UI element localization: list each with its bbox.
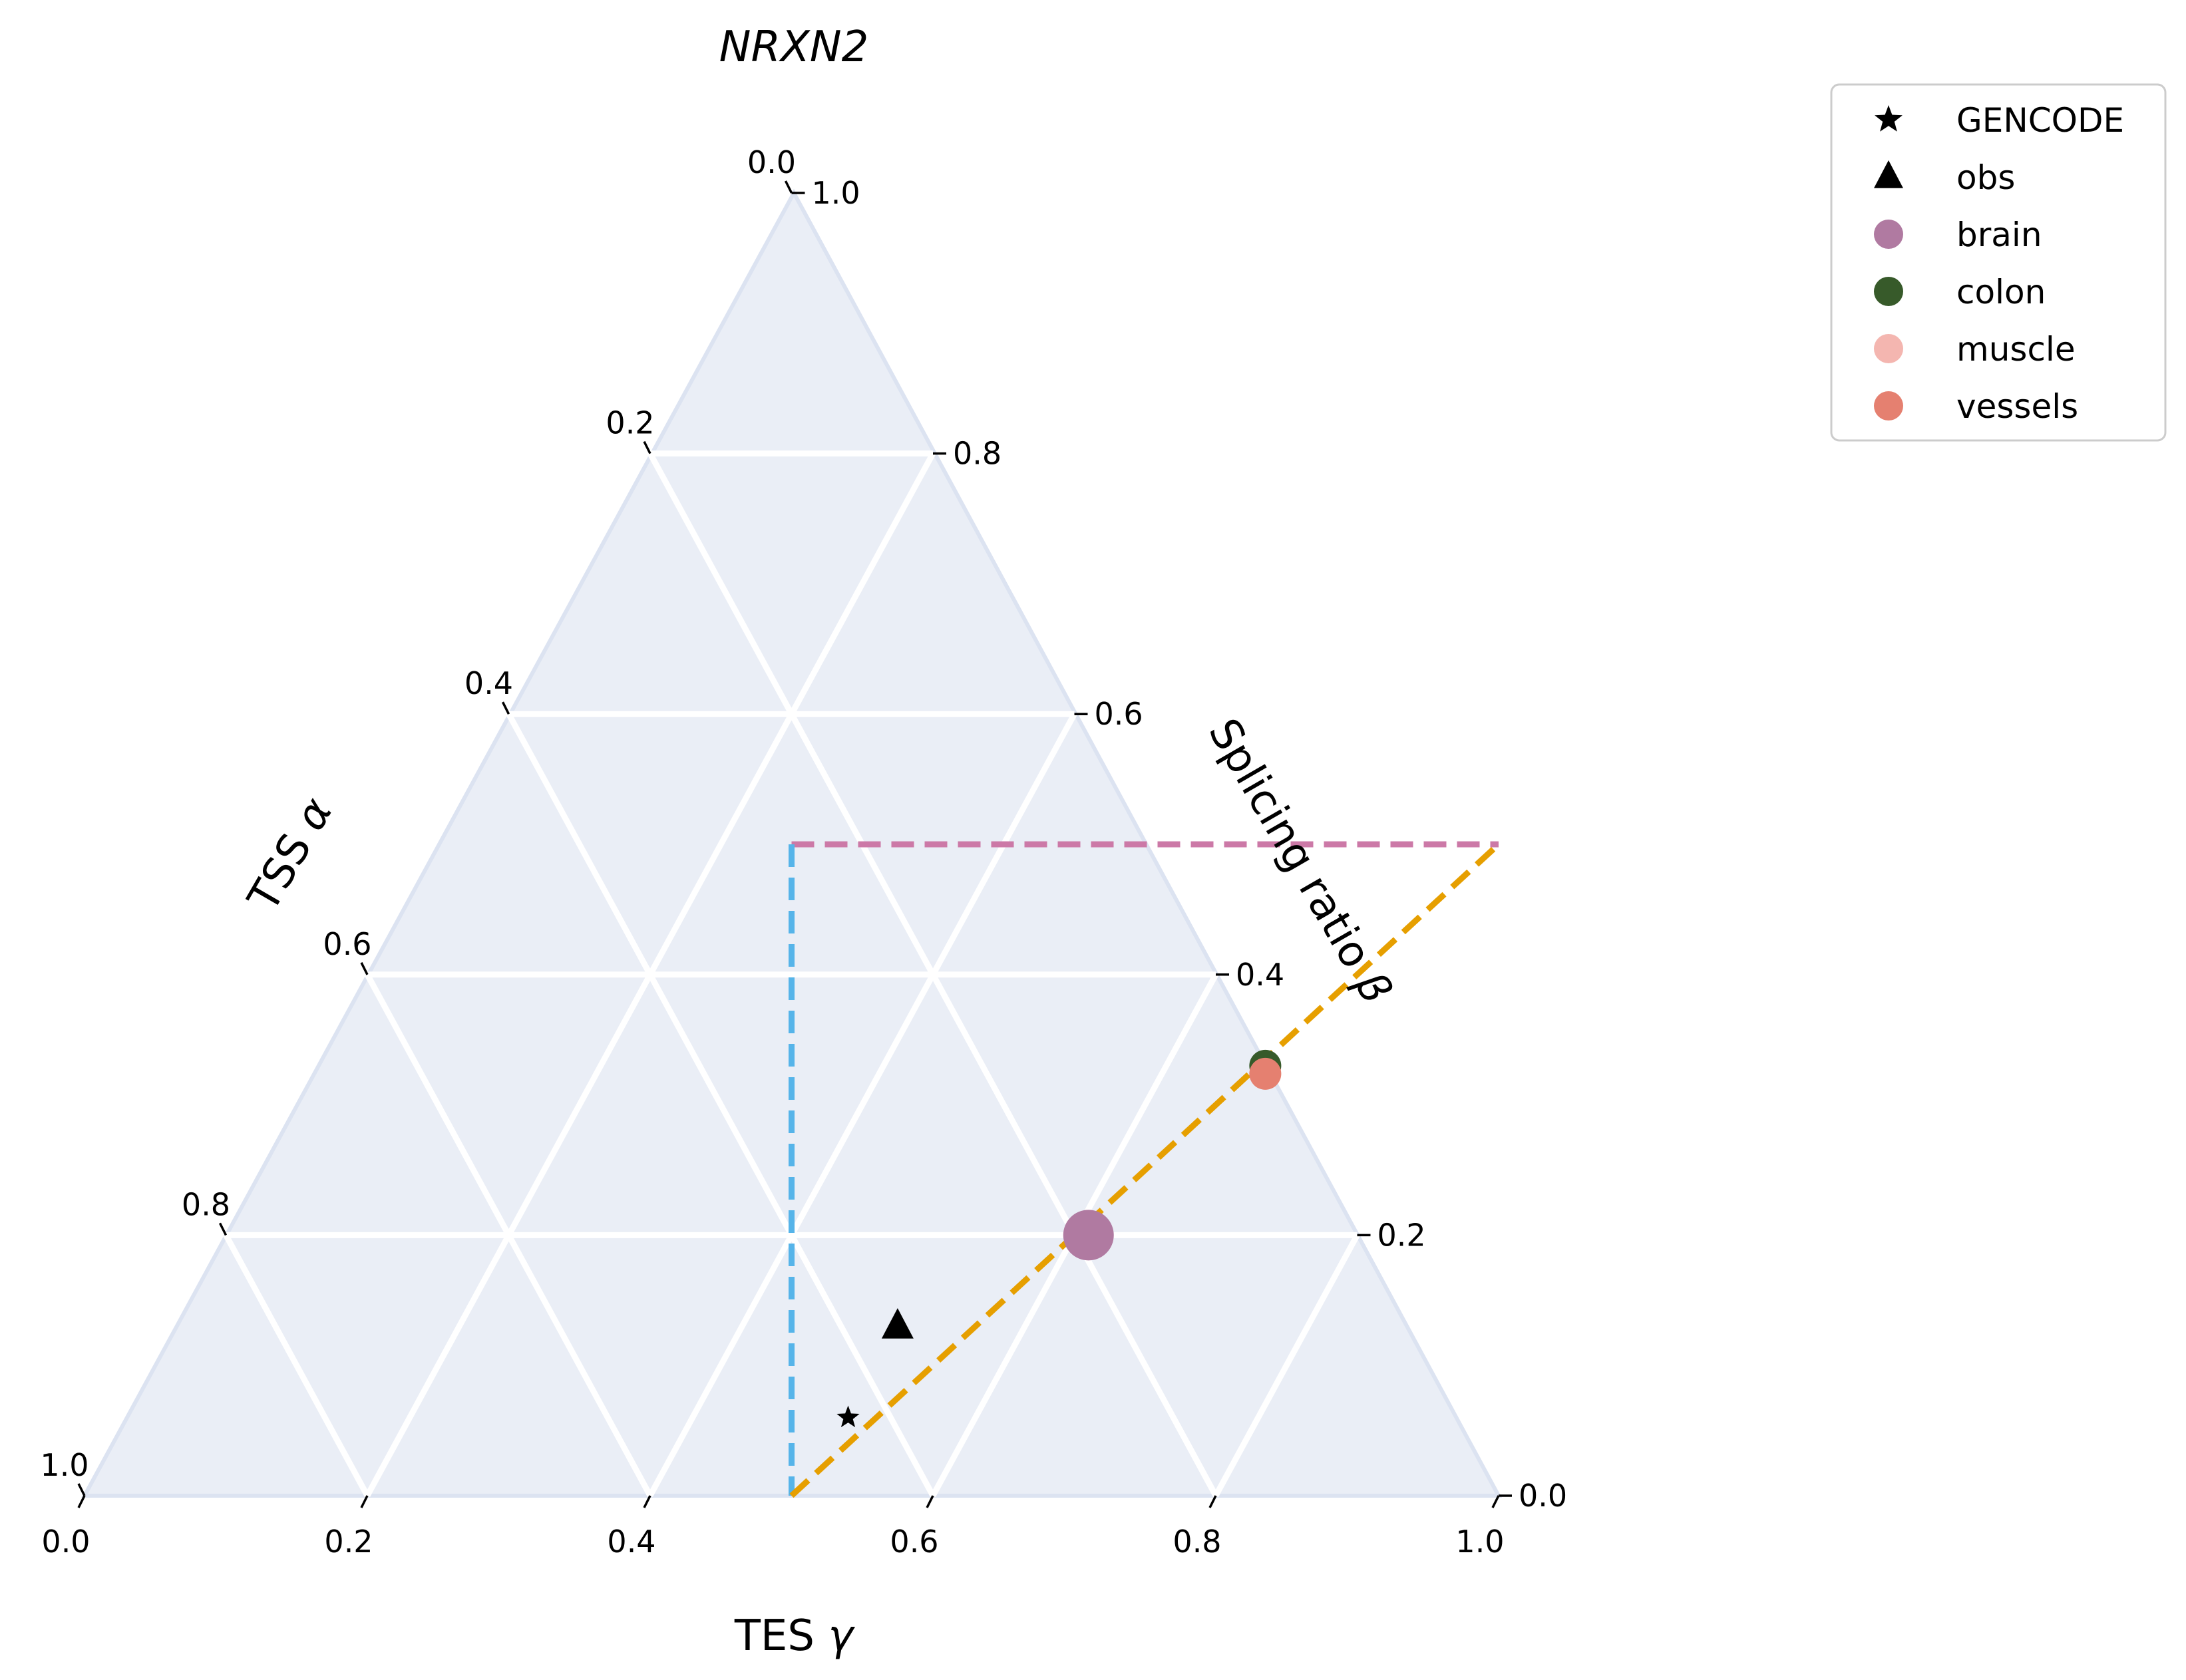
bottom-tick-label-3: 0.6 — [890, 1524, 938, 1560]
grid-line-gamma-4 — [1213, 1234, 1360, 1498]
right-tick-label-4: 0.8 — [953, 436, 1002, 472]
bottom-tick-label-1: 0.2 — [324, 1524, 373, 1560]
grid-line-alpha-4 — [223, 1234, 370, 1498]
right-axis-label-text: Splicing ratio — [1198, 711, 1387, 988]
legend-marker-muscle — [1874, 334, 1903, 363]
left-tick-label-4: 0.8 — [182, 1186, 230, 1222]
grid-lines — [223, 450, 1360, 1498]
bottom-tick-3 — [926, 1495, 934, 1508]
left-tick-4 — [218, 1222, 228, 1236]
left-tick-label-3: 0.6 — [323, 926, 371, 962]
bottom-tick-4 — [1208, 1495, 1217, 1508]
left-tick-label-0: 0.0 — [747, 144, 796, 180]
left-tick-2 — [501, 701, 510, 715]
legend-marker-brain — [1874, 220, 1903, 249]
legend-marker-colon — [1874, 277, 1903, 306]
bottom-tick-0 — [77, 1495, 86, 1508]
left-tick-label-1: 0.2 — [606, 405, 654, 441]
point-vessels-0 — [1249, 1057, 1282, 1090]
legend-frame — [1830, 83, 2167, 442]
point-brain-0 — [1063, 1210, 1114, 1261]
legend-label-obs: obs — [1956, 158, 2015, 197]
point-gencode-0 — [836, 1405, 860, 1428]
legend: GENCODE obs brain colon muscle vessels — [1830, 83, 2167, 442]
left-tick-1 — [643, 440, 651, 454]
right-tick-label-1: 0.2 — [1377, 1217, 1426, 1253]
right-tick-label-2: 0.4 — [1236, 957, 1284, 993]
bottom-tick-2 — [643, 1495, 651, 1508]
chart-title: NRXN2 — [719, 23, 869, 72]
grid-line-alpha-3 — [365, 973, 653, 1498]
right-axis-title: Splicing ratio β — [1198, 711, 1401, 1012]
grid-line-alpha-2 — [506, 713, 936, 1498]
bottom-tick-label-4: 0.8 — [1173, 1524, 1221, 1560]
axis-ticks: 0.0 0.2 0.4 0.6 0.8 1.0 0.0 0.2 0.4 0.6 0.8 1.0 0.0 0… — [40, 144, 1567, 1560]
point-obs-0 — [881, 1308, 914, 1339]
legend-marker-obs — [1874, 160, 1903, 188]
left-axis-title: TSS α — [239, 790, 343, 920]
left-tick-label-5: 1.0 — [40, 1447, 89, 1483]
left-tick-5 — [77, 1483, 86, 1496]
data-points — [836, 1049, 1282, 1428]
bottom-axis-title: TES γ — [734, 1611, 856, 1661]
legend-label-vessels: vessels — [1956, 387, 2078, 426]
legend-marker-vessels — [1874, 391, 1903, 420]
bottom-tick-5 — [1491, 1495, 1500, 1508]
boundary-lines — [789, 841, 1501, 1498]
left-tick-label-2: 0.4 — [464, 665, 513, 701]
gamma-line — [789, 842, 1501, 1498]
right-tick-label-5: 1.0 — [812, 175, 860, 211]
bottom-axis-symbol: γ — [828, 1611, 855, 1661]
legend-label-colon: colon — [1956, 273, 2046, 311]
bottom-tick-label-5: 1.0 — [1455, 1524, 1504, 1560]
bottom-tick-label-2: 0.4 — [607, 1524, 655, 1560]
right-tick-label-0: 0.0 — [1519, 1478, 1567, 1514]
bottom-tick-1 — [360, 1495, 369, 1508]
left-tick-3 — [360, 962, 369, 975]
bottom-tick-label-0: 0.0 — [41, 1524, 90, 1560]
legend-label-muscle: muscle — [1956, 330, 2076, 369]
left-tick-0 — [784, 180, 793, 194]
bottom-axis-label-text: TES — [734, 1611, 828, 1661]
right-tick-label-3: 0.6 — [1095, 696, 1143, 732]
legend-marker-gencode — [1875, 105, 1903, 132]
legend-label-brain: brain — [1956, 216, 2042, 254]
legend-label-gencode: GENCODE — [1956, 101, 2124, 140]
